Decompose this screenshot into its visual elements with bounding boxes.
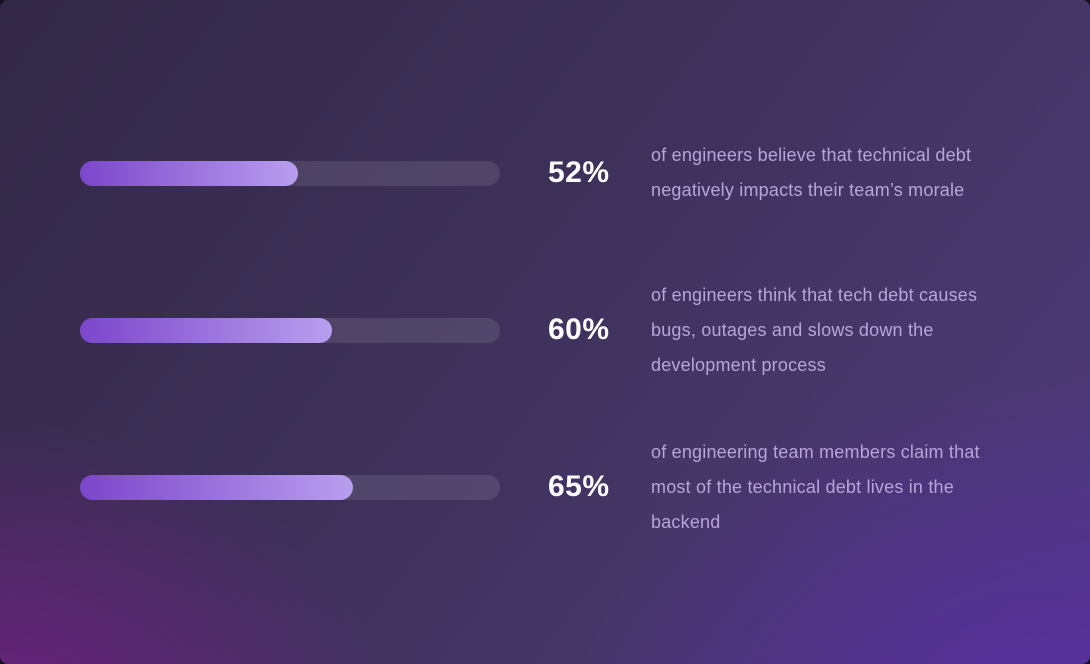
description-line: of engineering team members claim that bbox=[651, 441, 980, 462]
stat-row: 65% of engineering team members claim th… bbox=[80, 432, 1021, 542]
progress-track bbox=[80, 317, 500, 343]
stat-row: 52% of engineers believe that technical … bbox=[80, 118, 1021, 228]
description-line: negatively impacts their team’s morale bbox=[651, 180, 965, 200]
description-line: development process bbox=[651, 354, 826, 375]
progress-fill bbox=[80, 160, 299, 186]
progress-track bbox=[80, 474, 500, 500]
description-line: backend bbox=[651, 511, 721, 532]
description-line: of engineers think that tech debt causes bbox=[651, 284, 978, 305]
progress-fill bbox=[80, 317, 332, 343]
stat-description: of engineers believe that technical debt… bbox=[651, 138, 1021, 208]
progress-track bbox=[80, 160, 500, 186]
stat-description: of engineering team members claim that m… bbox=[651, 435, 1021, 540]
percent-value: 65% bbox=[548, 470, 610, 503]
description-line: bugs, outages and slows down the bbox=[651, 319, 934, 340]
stat-description: of engineers think that tech debt causes… bbox=[651, 278, 1021, 383]
percent-value: 60% bbox=[548, 313, 610, 346]
progress-fill bbox=[80, 474, 353, 500]
description-line: of engineers believe that technical debt bbox=[651, 145, 972, 165]
percent-value: 52% bbox=[548, 156, 610, 189]
stats-rows: 52% of engineers believe that technical … bbox=[80, 0, 1021, 542]
stat-row: 60% of engineers think that tech debt ca… bbox=[80, 275, 1021, 385]
description-line: most of the technical debt lives in the bbox=[651, 476, 954, 497]
